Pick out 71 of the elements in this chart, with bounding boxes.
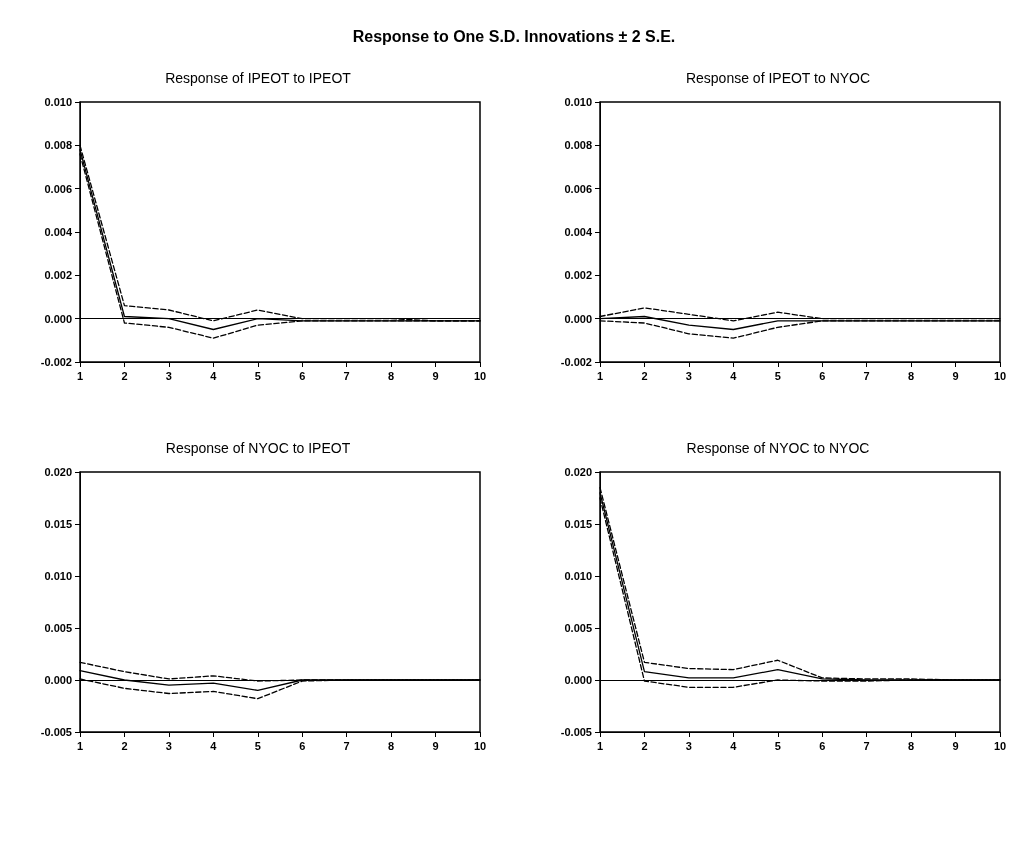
y-tick-label: 0.004 xyxy=(44,226,73,238)
x-tick-label: 8 xyxy=(388,739,395,752)
y-tick-label: 0.010 xyxy=(564,96,592,108)
y-tick-label: 0.020 xyxy=(44,466,72,478)
x-tick-label: 9 xyxy=(952,369,959,382)
y-tick-label: -0.005 xyxy=(40,726,72,738)
y-tick-label: 0.006 xyxy=(44,182,72,195)
x-tick-label: 3 xyxy=(685,739,692,752)
x-tick-label: 8 xyxy=(908,739,915,752)
y-tick-label: 0.008 xyxy=(564,139,592,152)
x-tick-label: 5 xyxy=(774,369,781,382)
x-tick-label: 1 xyxy=(596,369,604,382)
y-tick-label: 0.005 xyxy=(44,622,72,634)
x-tick-label: 4 xyxy=(730,369,738,382)
x-tick-label: 3 xyxy=(685,369,692,382)
x-tick-label: 7 xyxy=(343,369,350,382)
x-tick-label: 8 xyxy=(908,369,915,382)
x-tick-label: 6 xyxy=(819,739,826,752)
x-tick-label: 1 xyxy=(76,369,84,382)
x-tick-label: 7 xyxy=(863,739,870,752)
x-tick-label: 10 xyxy=(993,369,1007,382)
x-tick-label: 1 xyxy=(596,739,604,752)
y-tick-label: 0.000 xyxy=(44,674,72,686)
y-tick-label: 0.006 xyxy=(564,182,592,195)
y-tick-label: 0.005 xyxy=(564,622,592,634)
y-tick-label: 0.000 xyxy=(44,312,72,325)
x-tick-label: 4 xyxy=(210,369,218,382)
chart-title: Response of IPEOT to IPEOT xyxy=(165,70,352,86)
x-tick-label: 6 xyxy=(299,739,306,752)
y-tick-label: -0.002 xyxy=(40,356,72,368)
y-tick-label: 0.000 xyxy=(564,312,592,325)
x-tick-label: 9 xyxy=(952,739,959,752)
chart-title: Response of IPEOT to NYOC xyxy=(685,70,871,86)
x-tick-label: 7 xyxy=(343,739,350,752)
x-tick-label: 6 xyxy=(299,369,306,382)
x-tick-label: 9 xyxy=(432,369,439,382)
y-tick-label: 0.010 xyxy=(44,96,72,108)
x-tick-label: 6 xyxy=(819,369,826,382)
y-tick-label: 0.002 xyxy=(44,269,72,282)
x-tick-label: 8 xyxy=(388,369,395,382)
y-tick-label: -0.005 xyxy=(560,726,592,738)
text: Response to One S.D. Innovations ± 2 S.E. xyxy=(351,27,677,47)
x-tick-label: 5 xyxy=(774,739,781,752)
y-tick-label: 0.010 xyxy=(564,570,592,582)
x-tick-label: 7 xyxy=(863,369,870,382)
x-tick-label: 10 xyxy=(473,369,487,382)
x-tick-label: 10 xyxy=(473,739,487,752)
x-tick-label: 2 xyxy=(641,739,648,752)
x-tick-label: 9 xyxy=(432,739,439,752)
x-tick-label: 2 xyxy=(641,369,648,382)
y-tick-label: -0.002 xyxy=(560,356,592,368)
x-tick-label: 3 xyxy=(165,369,172,382)
y-tick-label: 0.002 xyxy=(564,269,592,282)
x-tick-label: 1 xyxy=(76,739,84,752)
x-tick-label: 3 xyxy=(165,739,172,752)
y-tick-label: 0.000 xyxy=(564,674,592,686)
x-tick-label: 2 xyxy=(121,369,128,382)
x-tick-label: 10 xyxy=(993,739,1007,752)
y-tick-label: 0.008 xyxy=(44,139,72,152)
x-tick-label: 4 xyxy=(210,739,218,752)
y-tick-label: 0.015 xyxy=(44,518,72,530)
chart-title: Response of NYOC to NYOC xyxy=(686,440,870,456)
y-tick-label: 0.020 xyxy=(564,466,592,478)
x-tick-label: 4 xyxy=(730,739,738,752)
y-tick-label: 0.010 xyxy=(44,570,72,582)
x-tick-label: 5 xyxy=(254,369,261,382)
x-tick-label: 2 xyxy=(121,739,128,752)
x-tick-label: 5 xyxy=(254,739,261,752)
chart-title: Response of NYOC to IPEOT xyxy=(165,440,351,456)
y-tick-label: 0.004 xyxy=(564,226,593,238)
y-tick-label: 0.015 xyxy=(564,518,592,530)
